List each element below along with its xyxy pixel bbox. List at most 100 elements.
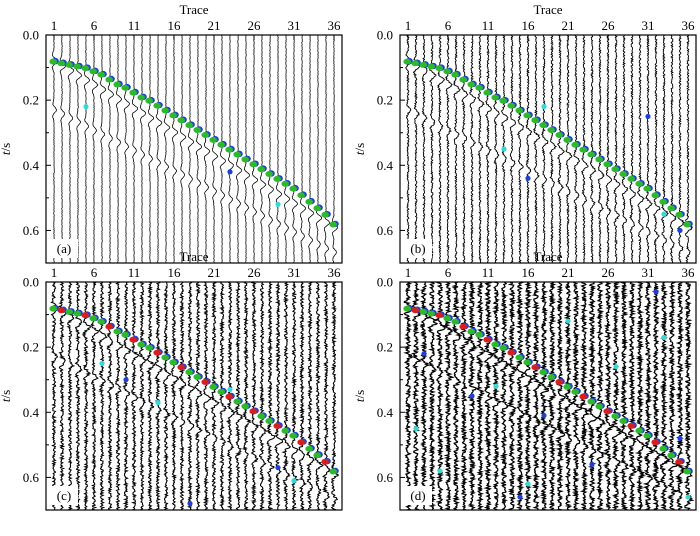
pick-marker xyxy=(105,323,113,330)
y-tick-label: 0.4 xyxy=(23,405,40,420)
seismic-trace xyxy=(313,282,324,510)
pick-marker xyxy=(571,388,579,395)
seismic-trace xyxy=(267,35,274,263)
seismic-trace xyxy=(660,35,669,263)
x-tick-label: 36 xyxy=(682,265,696,280)
outlier-marker xyxy=(613,364,619,370)
seismic-trace xyxy=(195,35,203,263)
pick-marker xyxy=(65,61,73,68)
pick-marker xyxy=(595,156,603,163)
pick-marker xyxy=(113,81,121,88)
y-tick-label: 0.4 xyxy=(23,158,40,173)
pick-marker xyxy=(161,107,169,114)
outlier-marker xyxy=(413,425,419,432)
panel-label: (a) xyxy=(57,241,71,256)
x-tick-label: 11 xyxy=(128,265,141,280)
pick-marker xyxy=(483,89,492,96)
seismic-trace xyxy=(685,35,694,263)
pick-marker xyxy=(169,359,177,366)
seismic-trace xyxy=(634,282,647,510)
seismic-trace xyxy=(235,35,243,263)
pick-marker xyxy=(667,205,675,212)
pick-marker xyxy=(313,452,322,459)
seismic-trace xyxy=(147,35,155,263)
seismic-trace xyxy=(554,282,566,510)
pick-marker xyxy=(145,344,153,351)
seismic-trace xyxy=(274,282,284,510)
seismic-trace xyxy=(275,35,283,263)
pick-marker xyxy=(419,308,428,315)
pick-marker xyxy=(121,84,129,91)
pick-marker xyxy=(241,403,249,410)
y-axis-label: t/s xyxy=(0,390,13,402)
pick-marker xyxy=(499,344,508,351)
seismic-trace xyxy=(515,282,526,510)
outlier-marker xyxy=(541,104,547,110)
seismic-trace xyxy=(300,35,306,263)
pick-marker xyxy=(451,318,460,325)
seismic-trace xyxy=(531,282,543,510)
pick-marker xyxy=(435,65,444,72)
seismic-trace xyxy=(202,282,211,510)
pick-marker xyxy=(297,439,306,446)
pick-marker xyxy=(169,112,177,119)
outlier-marker xyxy=(541,412,547,419)
pick-marker xyxy=(571,141,579,148)
x-tick-label: 16 xyxy=(168,265,182,280)
seismic-trace xyxy=(171,35,178,263)
x-tick-label: 26 xyxy=(248,18,262,33)
seismic-trace xyxy=(509,35,517,263)
y-tick-label: 0.0 xyxy=(377,275,393,290)
seismic-trace xyxy=(243,35,250,263)
seismic-trace xyxy=(475,282,486,510)
pick-marker xyxy=(475,84,484,91)
pick-marker xyxy=(675,458,683,465)
pick-marker xyxy=(627,422,635,429)
outlier-marker xyxy=(227,169,233,175)
outlier-marker xyxy=(661,334,667,340)
pick-marker xyxy=(297,192,306,199)
x-axis-label: Trace xyxy=(533,2,562,17)
pick-marker xyxy=(403,58,412,65)
pick-marker xyxy=(217,141,225,148)
seismic-trace xyxy=(250,282,260,510)
seismic-trace xyxy=(234,282,244,510)
pick-marker xyxy=(635,180,643,187)
pick-marker xyxy=(273,175,282,182)
seismic-trace xyxy=(218,282,228,510)
y-axis-label: t/s xyxy=(0,143,13,155)
pick-marker xyxy=(121,331,129,338)
outlier-marker xyxy=(517,494,523,500)
seismic-trace xyxy=(194,282,203,510)
plot-frame xyxy=(399,281,697,511)
seismic-trace xyxy=(219,35,226,263)
pick-marker xyxy=(515,107,523,114)
seismic-trace xyxy=(532,35,541,263)
x-tick-label: 16 xyxy=(168,18,182,33)
seismic-trace xyxy=(668,35,677,263)
pick-marker xyxy=(193,127,201,134)
seismic-trace xyxy=(265,282,276,510)
x-tick-label: 11 xyxy=(482,18,495,33)
seismic-trace xyxy=(629,35,636,263)
seismic-trace xyxy=(658,282,672,510)
seismic-trace xyxy=(50,282,61,510)
pick-marker xyxy=(265,418,274,425)
pick-marker xyxy=(659,198,667,205)
seismic-trace xyxy=(683,282,695,510)
pick-marker xyxy=(153,349,161,356)
seismic-trace xyxy=(330,282,340,510)
pick-marker xyxy=(579,393,587,400)
pick-marker xyxy=(201,131,209,138)
pick-marker xyxy=(683,221,691,228)
seismic-trace xyxy=(605,35,613,263)
seismic-trace xyxy=(139,35,147,263)
pick-marker xyxy=(249,408,257,415)
outlier-marker xyxy=(645,113,651,120)
pick-marker xyxy=(595,403,603,410)
pick-marker xyxy=(329,468,338,475)
seismic-trace xyxy=(170,282,180,510)
seismic-trace xyxy=(162,282,172,510)
y-tick-label: 0.6 xyxy=(23,470,40,485)
